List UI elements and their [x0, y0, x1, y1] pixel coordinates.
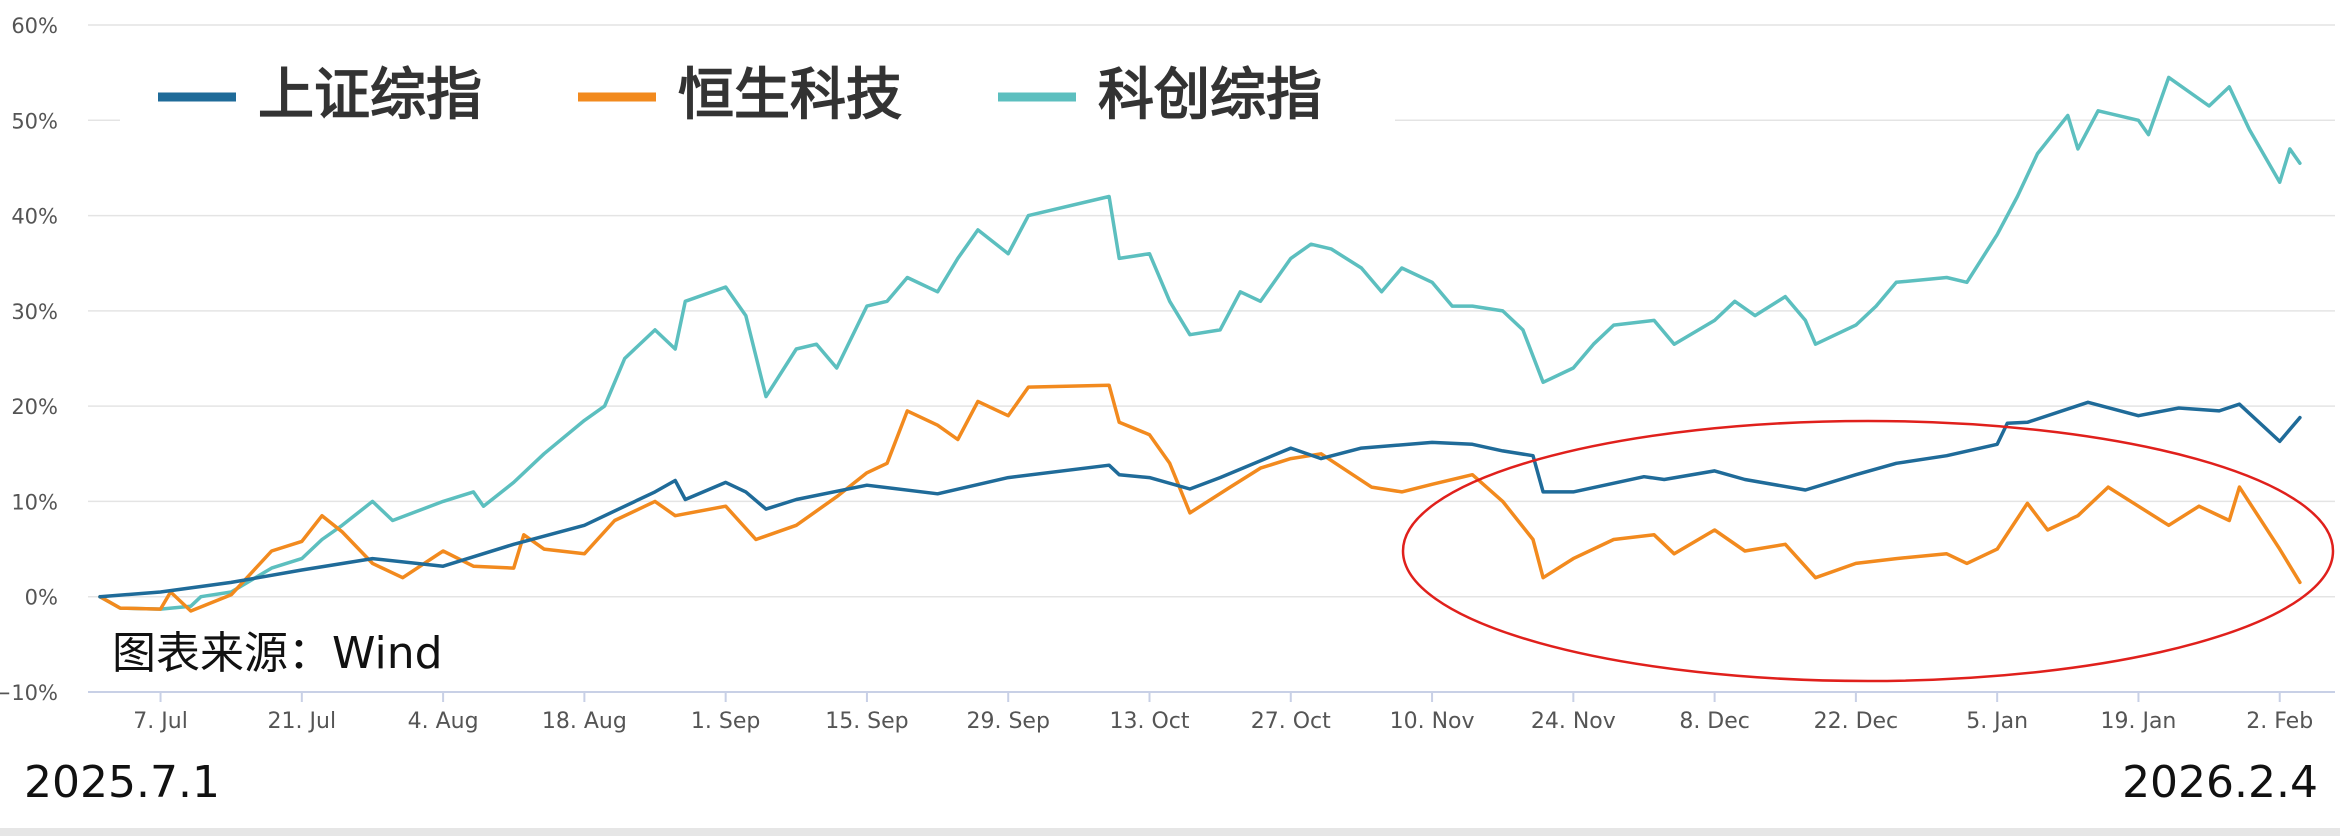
legend: 上证综指 恒生科技 科创综指 — [120, 52, 1395, 144]
x-tick-label: 19. Jan — [2100, 709, 2176, 734]
legend-label: 科创综指 — [1098, 63, 1322, 128]
y-tick-label: 30% — [11, 300, 58, 324]
x-tick-label: 24. Nov — [1531, 709, 1616, 734]
x-tick-label: 21. Jul — [268, 709, 337, 734]
y-tick-label: 20% — [11, 395, 58, 419]
x-tick-label: 10. Nov — [1390, 709, 1475, 734]
y-tick-label: 50% — [11, 109, 58, 133]
series-line — [98, 383, 2302, 613]
x-tick-label: 15. Sep — [825, 709, 908, 734]
series-line — [98, 75, 2302, 611]
y-tick-label: 10% — [11, 490, 58, 514]
x-tick-label: 2. Feb — [2246, 709, 2313, 734]
x-tick-label: 22. Dec — [1814, 709, 1899, 734]
x-tick-label: 27. Oct — [1251, 709, 1331, 734]
x-tick-label: 29. Sep — [966, 709, 1049, 734]
series-lines — [98, 75, 2302, 613]
x-axis-ticks: 7. Jul 21. Jul 4. Aug 18. Aug 1. Sep 15. Sep 2… — [88, 691, 2335, 734]
legend-background — [120, 52, 1395, 144]
y-axis-ticks: 60% 50% 40% 30% 20% 10% 0% −10% — [0, 14, 58, 705]
y-tick-label: 40% — [11, 205, 58, 229]
x-tick-label: 5. Jan — [1966, 709, 2028, 734]
start-date-label: 2025.7.1 — [24, 757, 220, 808]
y-tick-label: 0% — [25, 586, 58, 610]
x-tick-label: 4. Aug — [408, 709, 479, 734]
series-line — [98, 400, 2302, 599]
y-tick-label: 60% — [11, 14, 58, 38]
x-tick-label: 7. Jul — [133, 709, 188, 734]
x-tick-label: 18. Aug — [542, 709, 627, 734]
legend-label: 恒生科技 — [678, 63, 902, 128]
legend-label: 上证综指 — [258, 63, 482, 128]
x-tick-label: 1. Sep — [691, 709, 760, 734]
end-date-label: 2026.2.4 — [2122, 757, 2318, 808]
y-tick-label: −10% — [0, 681, 58, 705]
highlight-ellipse — [1401, 419, 2335, 683]
bottom-strip — [0, 828, 2340, 836]
source-label: 图表来源：Wind — [112, 628, 443, 679]
x-tick-label: 8. Dec — [1679, 709, 1750, 734]
x-tick-label: 13. Oct — [1109, 709, 1189, 734]
